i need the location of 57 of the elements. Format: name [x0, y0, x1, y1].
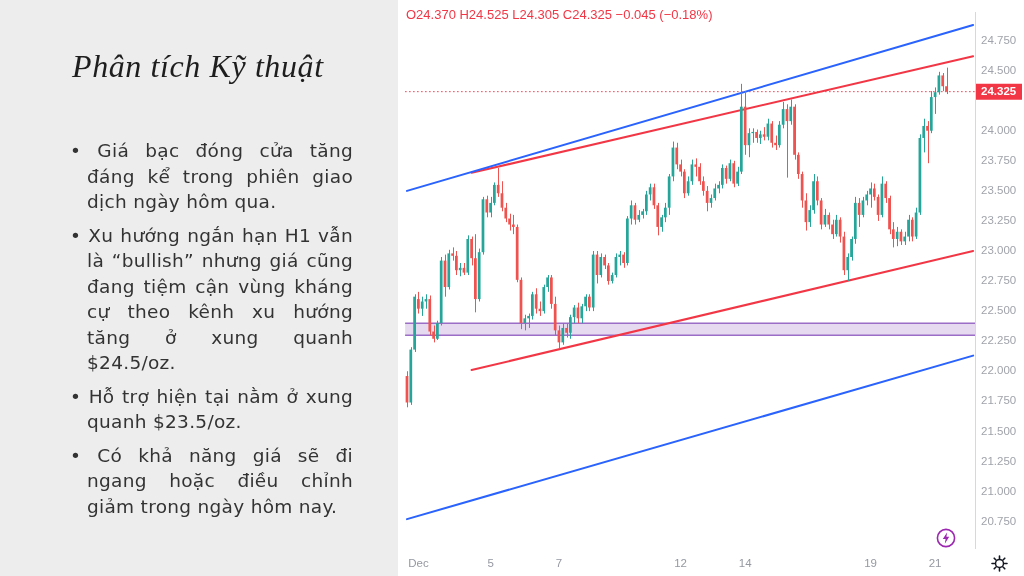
text: • Giá bạc đóng cửa tăng đáng kể trong phiên giao dịch ngày hôm qua. [70, 139, 353, 214]
candlestick [496, 167, 500, 198]
y-tick-label: 24.000 [981, 123, 1017, 136]
text: • Xu hướng ngắn hạn H1 vẫn là “bullish” nhưng giá cũng đang tiệm cận vùng kháng cự theo kênh xu hướng tăng ở xung quanh $24.5/oz. [70, 223, 353, 375]
candlestick [485, 195, 489, 218]
y-tick-label: 21.250 [981, 454, 1017, 467]
candlestick [720, 163, 724, 189]
y-tick-label: 22.500 [981, 304, 1017, 317]
candlestick [834, 214, 838, 238]
x-tick-label: 12 [674, 557, 687, 570]
y-tick-label: 23.000 [981, 244, 1017, 257]
candlestick [417, 291, 420, 315]
candlestick [599, 252, 603, 278]
candlestick [945, 67, 948, 95]
y-tick-label: 24.750 [981, 33, 1017, 46]
x-tick-label: 21 [928, 557, 942, 570]
candlestick [732, 160, 736, 188]
candlestick [629, 199, 633, 226]
candlestick [561, 322, 565, 346]
text: • Hỗ trợ hiện tại nằm ở xung quanh $23.5/oz. [70, 384, 353, 434]
ref-line-label: 24.325 [981, 85, 1017, 98]
y-tick-label: 21.000 [981, 484, 1017, 497]
candlestick [907, 214, 910, 242]
candlestick [455, 250, 458, 276]
y-tick-label: 20.750 [981, 514, 1017, 527]
candlestick [686, 175, 690, 197]
candlestick [781, 101, 785, 129]
candlestick [572, 304, 576, 324]
y-tick-label: 24.500 [981, 63, 1017, 76]
candlestick [675, 142, 679, 170]
x-tick-label: 5 [487, 557, 494, 570]
text: Phân tích Kỹ thuật [72, 48, 324, 85]
text: • Có khả năng giá sẽ đi ngang hoặc điều chỉnh giảm trong ngày hôm nay. [70, 443, 353, 519]
candlestick [770, 120, 774, 149]
x-tick-label: 7 [555, 557, 563, 570]
candlestick [420, 296, 424, 317]
y-tick-label: 22.750 [981, 274, 1017, 287]
x-tick-label: 19 [864, 557, 877, 570]
candlestick [910, 216, 914, 242]
annotation: O24.370 H24.525 L24.305 C24.325 −0.045 (−0.18%) [406, 7, 713, 22]
y-tick-label: 21.750 [981, 394, 1017, 407]
y-tick-label: 23.750 [981, 153, 1017, 166]
candlestick [644, 190, 648, 216]
y-tick-label: 23.500 [981, 184, 1017, 197]
candlestick [705, 185, 709, 212]
y-tick-label: 22.000 [981, 364, 1017, 377]
x-tick-label: Dec [408, 557, 429, 570]
y-tick-label: 23.250 [981, 214, 1017, 227]
candlestick [534, 287, 538, 315]
candlestick [694, 157, 698, 177]
candlestick [724, 165, 728, 185]
y-tick-label: 21.500 [981, 424, 1017, 437]
candlestick [941, 72, 945, 92]
candlestick [789, 98, 793, 126]
y-tick-label: 22.250 [981, 334, 1017, 347]
candlestick [815, 175, 819, 206]
x-tick-label: 14 [738, 557, 753, 570]
